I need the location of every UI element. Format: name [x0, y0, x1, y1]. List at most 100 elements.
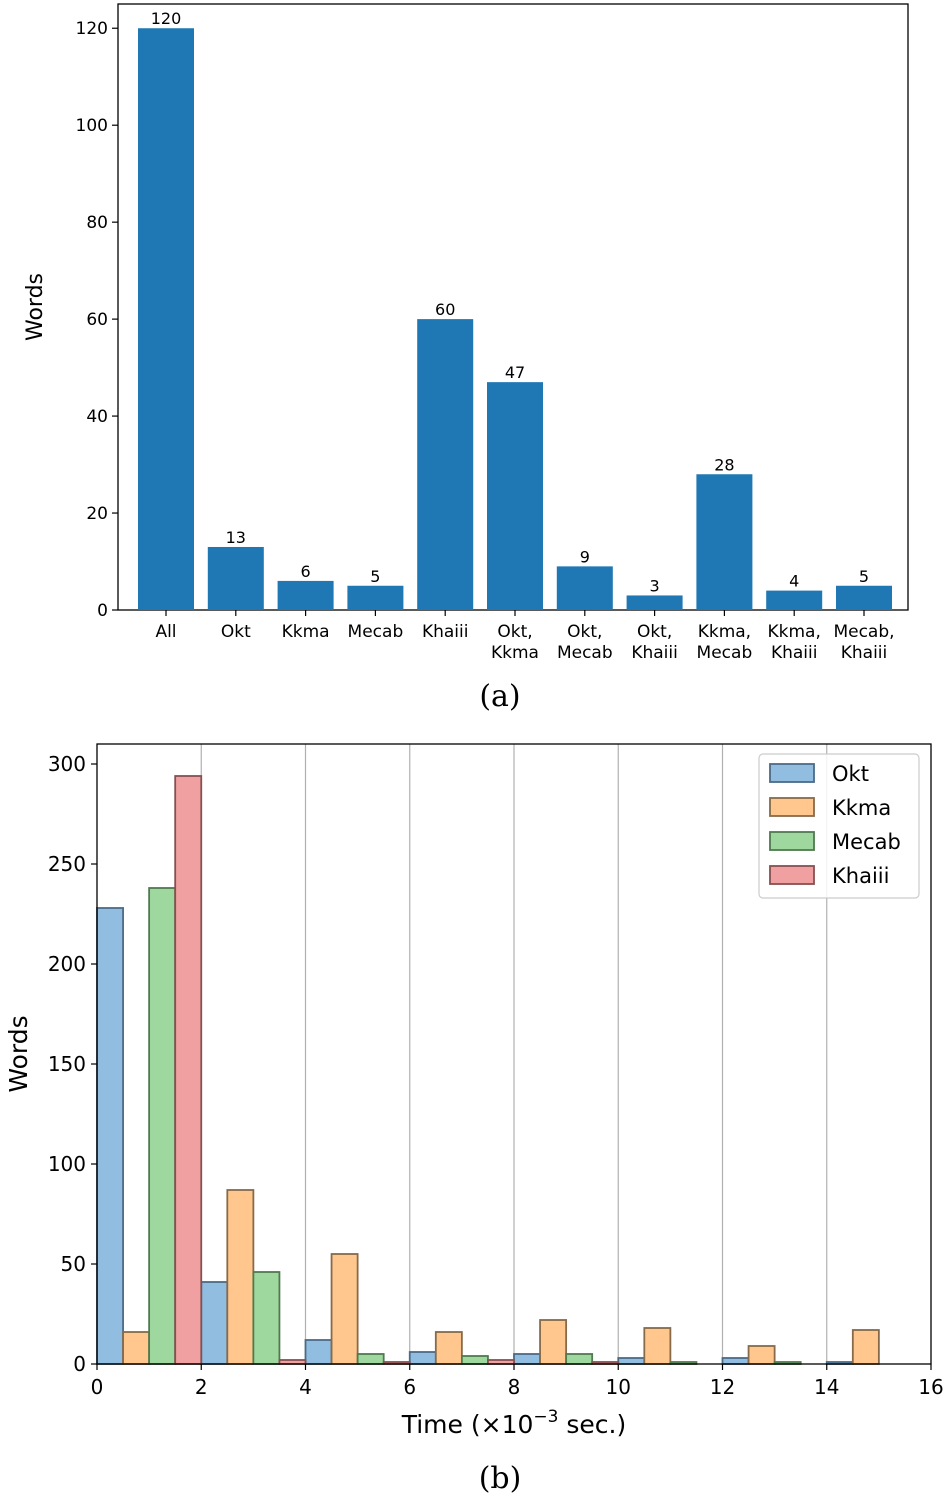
- bar-kkma: [747, 1345, 776, 1365]
- x-axis-label: Time (×10−3 sec.): [401, 1407, 627, 1439]
- legend: Okt Kkma Mecab Khaiii: [758, 753, 920, 899]
- bar-mecab: [356, 1353, 385, 1365]
- x-tick-label: Mecab: [348, 622, 404, 642]
- legend-box: [758, 753, 920, 899]
- bar-chart-words-by-analyzer: 0 20 40 60 80 100 120 Words 120 All 13 Okt 6 Kkma 5 Mec…: [23, 3, 909, 663]
- y-tick-label: 200: [48, 952, 86, 976]
- y-tick-label: 60: [86, 310, 108, 330]
- x-tick-label: 4: [299, 1375, 312, 1399]
- bar-okt: [408, 1351, 437, 1365]
- y-tick-label: 300: [48, 752, 86, 776]
- bar: [347, 585, 404, 610]
- bar: [556, 566, 613, 610]
- bar-kkma: [122, 1331, 151, 1365]
- bar-okt: [721, 1357, 750, 1365]
- panel-label-b: (b): [479, 1461, 522, 1496]
- y-axis-label: Words: [4, 1015, 33, 1092]
- y-tick-label: 50: [61, 1252, 86, 1276]
- bar-mecab: [148, 887, 177, 1365]
- x-tick-label: 16: [918, 1375, 943, 1399]
- x-tick-label: Kkma,: [768, 622, 821, 642]
- bar-value-label: 120: [151, 9, 182, 28]
- bar-value-label: 47: [505, 363, 525, 382]
- bar-mecab: [565, 1353, 594, 1365]
- x-tick-label: Khaiii: [771, 643, 818, 663]
- bar-okt: [513, 1353, 541, 1365]
- y-tick-label: 80: [86, 213, 108, 233]
- histogram-words-by-time: 0 50 100 150 200 250 300 0 2 4 6 8 10 12 14 16 Words Time…: [4, 743, 944, 1439]
- legend-swatch-mecab: [769, 831, 815, 851]
- x-tick-label: 6: [403, 1375, 416, 1399]
- x-tick-label: Okt: [221, 622, 251, 642]
- bar-okt: [200, 1281, 229, 1365]
- bar-value-label: 13: [226, 528, 246, 547]
- y-tick-label: 100: [76, 116, 108, 136]
- x-tick-label: 12: [710, 1375, 735, 1399]
- bar-value-label: 5: [370, 567, 380, 586]
- bar-value-label: 3: [650, 576, 660, 595]
- x-tick-label: 8: [508, 1375, 521, 1399]
- y-tick-label: 150: [48, 1052, 86, 1076]
- bar-okt: [617, 1357, 646, 1365]
- bar: [277, 580, 334, 610]
- x-tick-label: Kkma: [491, 643, 539, 663]
- legend-label-mecab: Mecab: [832, 830, 901, 854]
- y-tick-label: 20: [86, 504, 108, 524]
- x-tick-label: Mecab: [697, 643, 753, 663]
- x-tick-label: 2: [195, 1375, 208, 1399]
- y-tick-label: 120: [76, 19, 108, 39]
- bar-kkma: [434, 1331, 463, 1365]
- x-tick-label: Kkma,: [698, 622, 751, 642]
- legend-swatch-kkma: [769, 797, 815, 817]
- y-axis-label: Words: [23, 273, 48, 341]
- y-tick-label: 0: [97, 601, 108, 621]
- y-tick-label: 0: [73, 1352, 86, 1376]
- bar-value-label: 60: [435, 300, 455, 319]
- bar-value-label: 5: [859, 567, 869, 586]
- bar-value-label: 28: [714, 455, 734, 474]
- bar: [417, 319, 474, 610]
- x-tick-label: Okt,: [637, 622, 672, 642]
- bar-okt: [96, 907, 124, 1365]
- x-tick-label: Okt,: [567, 622, 602, 642]
- bar: [487, 382, 543, 610]
- x-axis-label-main: Time (×10: [401, 1410, 534, 1439]
- bar-value-label: 6: [301, 562, 311, 581]
- x-tick-label: All: [155, 622, 176, 642]
- bar-value-label: 9: [580, 547, 590, 566]
- panel-label-a: (a): [479, 679, 520, 714]
- y-tick-label: 40: [86, 407, 108, 427]
- bar: [207, 546, 264, 610]
- bar-kkma: [851, 1329, 880, 1365]
- legend-swatch-okt: [769, 763, 815, 783]
- x-tick-label: 0: [91, 1375, 104, 1399]
- bar-kkma: [539, 1319, 568, 1365]
- bar-khaiii: [174, 775, 203, 1365]
- x-tick-label: Kkma: [282, 622, 330, 642]
- x-tick-label: 14: [814, 1375, 839, 1399]
- bar-kkma: [330, 1253, 359, 1365]
- bar: [766, 590, 823, 610]
- legend-label-kkma: Kkma: [832, 796, 891, 820]
- bar: [696, 474, 753, 610]
- bar-value-label: 4: [789, 572, 799, 591]
- legend-label-khaiii: Khaiii: [832, 864, 889, 888]
- x-tick-label: Okt,: [497, 622, 532, 642]
- x-tick-label: 10: [606, 1375, 631, 1399]
- legend-label-okt: Okt: [832, 762, 869, 786]
- y-tick-label: 100: [48, 1152, 86, 1176]
- bar-mecab: [460, 1355, 489, 1365]
- legend-swatch-khaiii: [769, 865, 815, 885]
- x-tick-label: Khaiii: [631, 643, 678, 663]
- x-tick-label: Khaiii: [422, 622, 469, 642]
- bar: [138, 28, 194, 611]
- y-tick-label: 250: [48, 852, 86, 876]
- x-tick-label: Mecab: [557, 643, 613, 663]
- bar-mecab: [252, 1271, 281, 1365]
- bar: [626, 595, 683, 610]
- bar-kkma: [643, 1327, 672, 1365]
- x-tick-label: Mecab,: [833, 622, 894, 642]
- x-axis-label-tail: sec.): [558, 1410, 626, 1439]
- x-axis-label-exponent: −3: [533, 1407, 558, 1427]
